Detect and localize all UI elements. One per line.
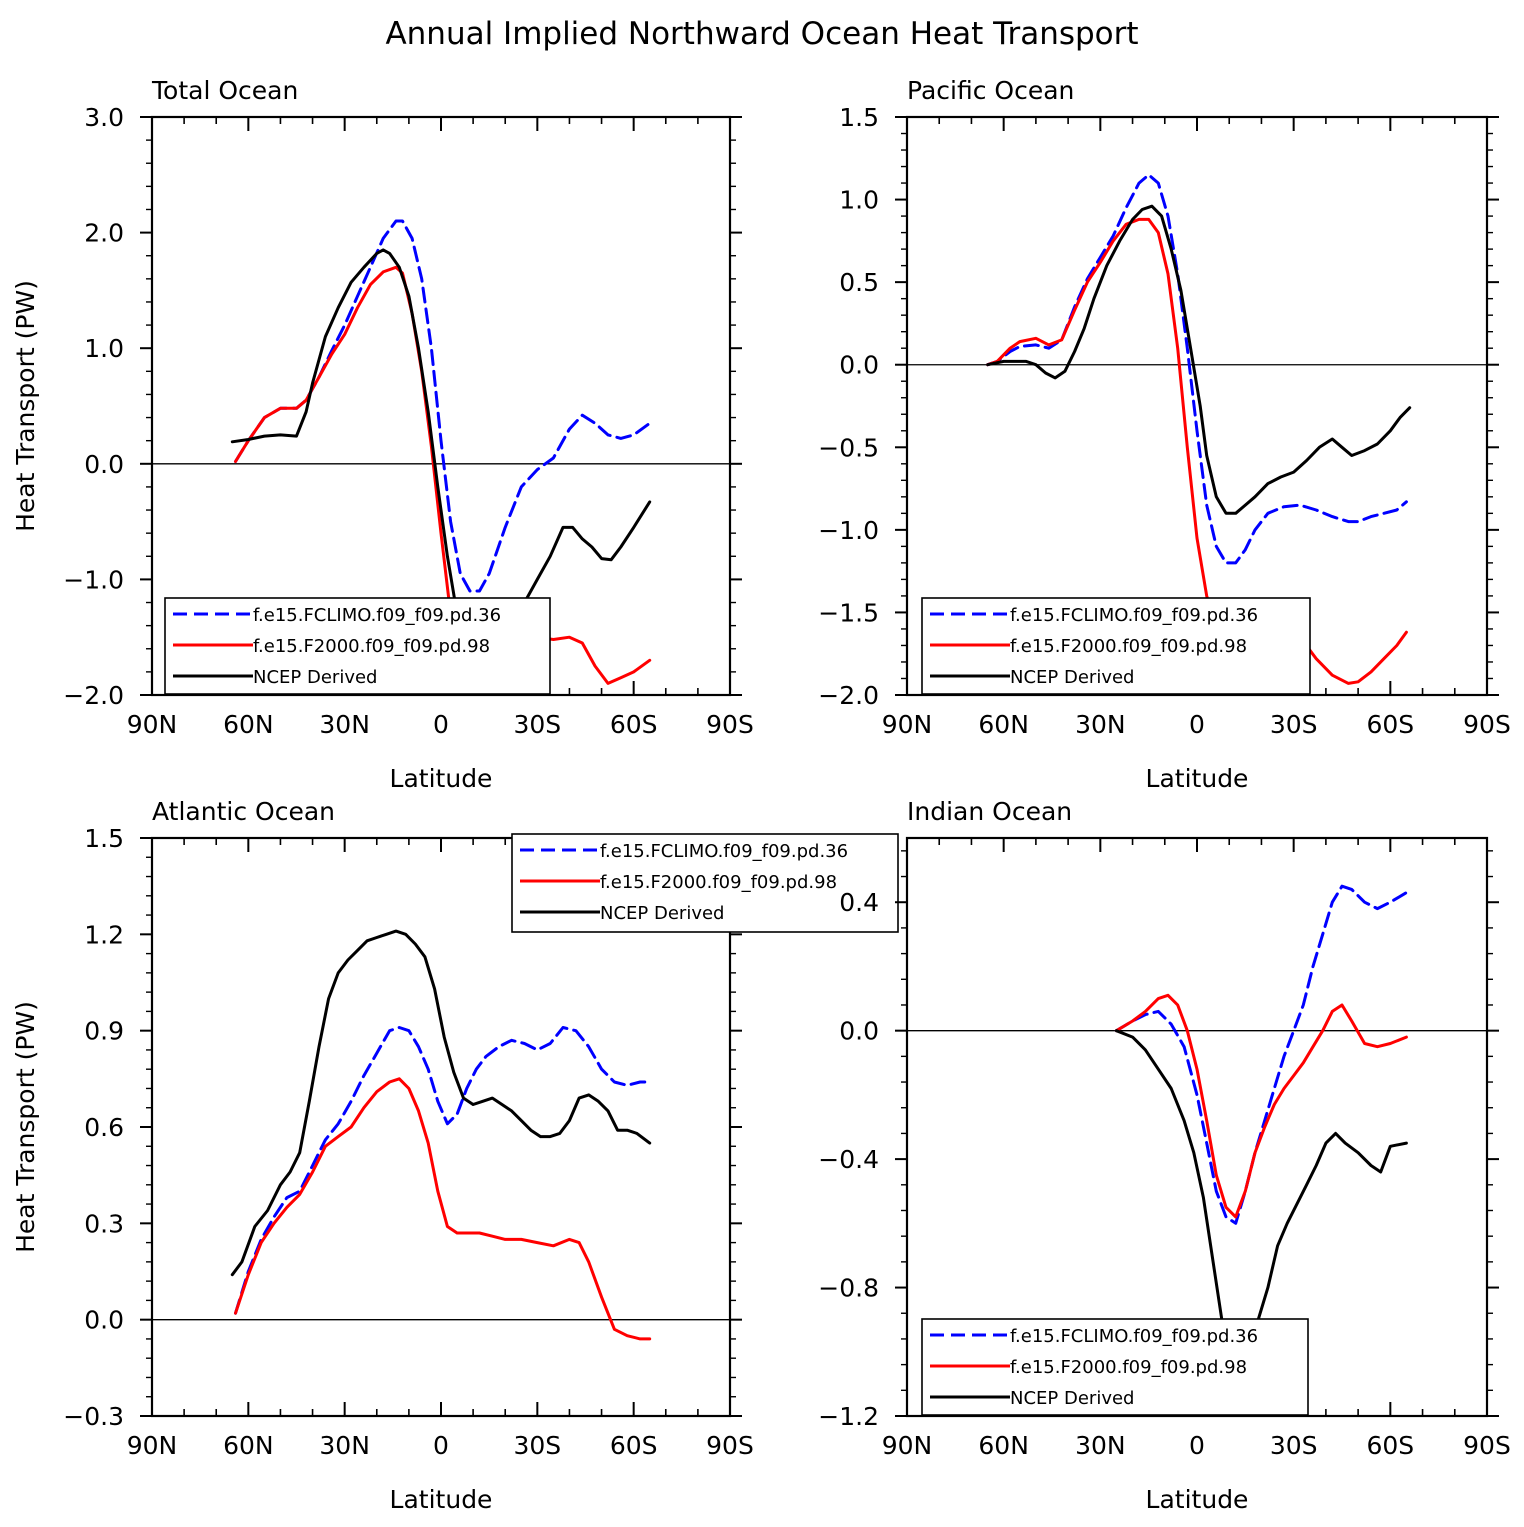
x-tick-label: 30S bbox=[1270, 1431, 1318, 1460]
y-tick-label: 0.9 bbox=[84, 1017, 124, 1046]
legend-box bbox=[511, 833, 899, 933]
legend: f.e15.FCLIMO.f09_f09.pd.36 f.e15.F2000.f0… bbox=[511, 833, 899, 933]
panel-title: Atlantic Ocean bbox=[152, 797, 335, 826]
x-tick-label: 0 bbox=[433, 710, 449, 739]
y-tick-label: −2.0 bbox=[818, 681, 879, 710]
series-line bbox=[986, 173, 1408, 565]
y-tick-label: −0.5 bbox=[818, 433, 879, 462]
legend: f.e15.FCLIMO.f09_f09.pd.36 f.e15.F2000.f0… bbox=[921, 1318, 1309, 1416]
x-tick-label: 60S bbox=[610, 710, 658, 739]
y-tick-label: −2.0 bbox=[63, 681, 124, 710]
y-tick-label: 2.0 bbox=[84, 219, 124, 248]
y-tick-label: −1.2 bbox=[818, 1402, 879, 1431]
figure-title: Annual Implied Northward Ocean Heat Tran… bbox=[385, 16, 1138, 52]
legend-label: NCEP Derived bbox=[1010, 667, 1134, 688]
x-axis-label: Latitude bbox=[390, 764, 493, 793]
panel-title: Indian Ocean bbox=[907, 797, 1072, 826]
y-tick-label: 0.0 bbox=[839, 351, 879, 380]
x-tick-label: 60N bbox=[978, 1431, 1029, 1460]
y-tick-label: −1.0 bbox=[818, 516, 879, 545]
x-tick-label: 90S bbox=[1463, 710, 1511, 739]
x-tick-label: 60S bbox=[1366, 1431, 1414, 1460]
x-tick-label: 30N bbox=[319, 1431, 370, 1460]
panel-3: Indian Ocean 90N 60N 30N 0 30S 60S 90S −1.2 −0.8 −… bbox=[818, 797, 1511, 1514]
x-tick-label: 30S bbox=[1270, 710, 1318, 739]
x-tick-label: 60S bbox=[1366, 710, 1414, 739]
y-tick-label: 0.0 bbox=[84, 450, 124, 479]
y-tick-label: 0.5 bbox=[839, 268, 879, 297]
series-line bbox=[230, 929, 652, 1277]
x-tick-label: 30N bbox=[1075, 1431, 1126, 1460]
y-axis-label: Heat Transport (PW) bbox=[11, 280, 40, 532]
panel-2: Atlantic Ocean 90N 60N 30N 0 30S 60S 90S −0.3 0.0… bbox=[11, 797, 899, 1514]
panel-0: Total Ocean 90N 60N 30N 0 30S 60S 90S −2.0 −1.0 0.… bbox=[11, 76, 754, 793]
y-tick-label: 1.5 bbox=[839, 103, 879, 132]
panels: Total Ocean 90N 60N 30N 0 30S 60S 90S −2.0 −1.0 0.… bbox=[11, 76, 1511, 1514]
x-tick-label: 90N bbox=[882, 1431, 933, 1460]
x-tick-label: 60N bbox=[223, 710, 274, 739]
series-line bbox=[1114, 884, 1408, 1225]
x-tick-label: 60N bbox=[978, 710, 1029, 739]
x-tick-label: 90S bbox=[706, 1431, 754, 1460]
x-tick-label: 60N bbox=[223, 1431, 274, 1460]
legend-label: f.e15.F2000.f09_f09.pd.98 bbox=[600, 872, 837, 893]
y-tick-label: −0.8 bbox=[818, 1274, 879, 1303]
x-tick-label: 60S bbox=[610, 1431, 658, 1460]
y-tick-label: 3.0 bbox=[84, 103, 124, 132]
panel-title: Total Ocean bbox=[151, 76, 298, 105]
y-tick-label: −0.3 bbox=[63, 1402, 124, 1431]
series-line bbox=[230, 248, 652, 656]
y-tick-label: 1.2 bbox=[84, 920, 124, 949]
y-tick-label: 0.3 bbox=[84, 1209, 124, 1238]
x-tick-label: 90N bbox=[127, 1431, 178, 1460]
y-tick-label: 0.0 bbox=[84, 1306, 124, 1335]
legend-label: NCEP Derived bbox=[600, 903, 724, 924]
x-axis-label: Latitude bbox=[1146, 1485, 1249, 1514]
series-line bbox=[1114, 993, 1408, 1219]
x-tick-label: 90N bbox=[882, 710, 933, 739]
x-axis-label: Latitude bbox=[390, 1485, 493, 1514]
y-tick-label: −0.4 bbox=[818, 1145, 879, 1174]
x-tick-label: 0 bbox=[433, 1431, 449, 1460]
y-tick-label: 0.0 bbox=[839, 1017, 879, 1046]
x-tick-label: 30S bbox=[513, 1431, 561, 1460]
y-tick-label: 0.6 bbox=[84, 1113, 124, 1142]
panel-title: Pacific Ocean bbox=[907, 76, 1074, 105]
legend: f.e15.FCLIMO.f09_f09.pd.36 f.e15.F2000.f0… bbox=[164, 597, 551, 695]
y-tick-label: 1.5 bbox=[84, 824, 124, 853]
legend-label: NCEP Derived bbox=[253, 667, 377, 688]
x-tick-label: 30S bbox=[513, 710, 561, 739]
series-line bbox=[234, 1026, 652, 1315]
x-tick-label: 90S bbox=[706, 710, 754, 739]
legend-label: f.e15.FCLIMO.f09_f09.pd.36 bbox=[600, 841, 848, 862]
legend-label: f.e15.F2000.f09_f09.pd.98 bbox=[1010, 1357, 1247, 1378]
x-tick-label: 30N bbox=[319, 710, 370, 739]
y-tick-label: −1.5 bbox=[818, 598, 879, 627]
x-tick-label: 30N bbox=[1075, 710, 1126, 739]
legend-label: f.e15.FCLIMO.f09_f09.pd.36 bbox=[1010, 1326, 1258, 1347]
y-tick-label: 1.0 bbox=[839, 186, 879, 215]
legend-label: f.e15.F2000.f09_f09.pd.98 bbox=[1010, 636, 1247, 657]
y-axis-label: Heat Transport (PW) bbox=[11, 1001, 40, 1253]
x-tick-label: 0 bbox=[1189, 710, 1205, 739]
legend: f.e15.FCLIMO.f09_f09.pd.36 f.e15.F2000.f0… bbox=[921, 597, 1311, 695]
legend-label: f.e15.FCLIMO.f09_f09.pd.36 bbox=[1010, 605, 1258, 626]
legend-label: NCEP Derived bbox=[1010, 1388, 1134, 1409]
x-tick-label: 90N bbox=[127, 710, 178, 739]
panel-1: Pacific Ocean 90N 60N 30N 0 30S 60S 90S −2.0 −1.5… bbox=[818, 76, 1511, 793]
x-tick-label: 0 bbox=[1189, 1431, 1205, 1460]
series-line bbox=[986, 217, 1408, 685]
series-line bbox=[234, 1077, 652, 1341]
legend-label: f.e15.F2000.f09_f09.pd.98 bbox=[253, 636, 490, 657]
series-line bbox=[1114, 1029, 1408, 1370]
x-tick-label: 90S bbox=[1463, 1431, 1511, 1460]
y-tick-label: −1.0 bbox=[63, 565, 124, 594]
y-tick-label: 0.4 bbox=[839, 888, 879, 917]
y-tick-label: 1.0 bbox=[84, 334, 124, 363]
legend-label: f.e15.FCLIMO.f09_f09.pd.36 bbox=[253, 605, 501, 626]
series-line bbox=[986, 204, 1412, 515]
x-axis-label: Latitude bbox=[1146, 764, 1249, 793]
